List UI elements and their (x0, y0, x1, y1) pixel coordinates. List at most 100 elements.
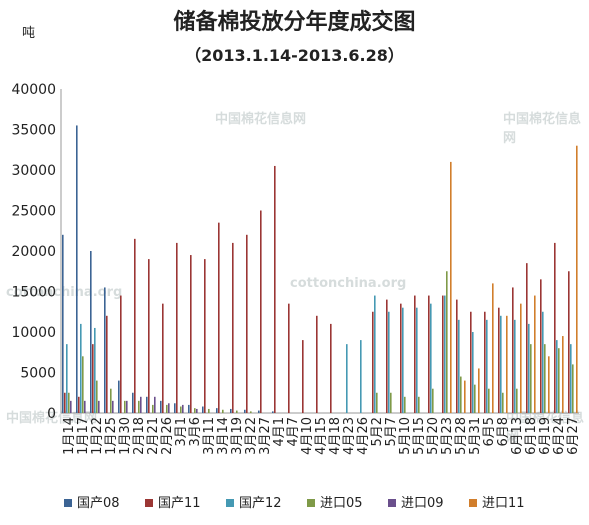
bar-国产11 (330, 323, 332, 413)
bar-国产08 (146, 396, 148, 413)
x-tick-label: 1月14 (62, 417, 77, 455)
bar-国产08 (76, 125, 78, 413)
bar-国产08 (160, 400, 162, 413)
bar-国产11 (386, 299, 388, 413)
legend-swatch (145, 499, 153, 507)
bar-进口05 (432, 388, 434, 413)
bar-国产11 (484, 311, 486, 413)
x-tick-label: 3月14 (216, 417, 231, 455)
bar-进口05 (390, 392, 392, 413)
x-tick-label: 2月21 (146, 417, 161, 455)
bar-国产12 (388, 311, 390, 413)
bar-进口05 (446, 271, 448, 413)
bar-国产08 (174, 403, 176, 413)
bar-进口09 (112, 400, 114, 413)
x-tick-label: 5月23 (440, 417, 455, 455)
bar-国产11 (554, 242, 556, 413)
bar-进口05 (376, 392, 378, 413)
x-tick-label: 3月1 (174, 417, 189, 447)
bar-国产12 (80, 323, 82, 413)
x-tick-label: 4月23 (342, 417, 357, 455)
bar-国产11 (400, 303, 402, 413)
bar-国产12 (528, 323, 530, 413)
bar-进口09 (196, 408, 198, 413)
bar-进口11 (478, 368, 480, 413)
bar-国产08 (104, 287, 106, 413)
bar-进口05 (138, 400, 140, 413)
bar-进口05 (82, 356, 84, 413)
x-tick-label: 1月17 (76, 417, 91, 455)
bar-进口05 (68, 392, 70, 413)
x-tick-label: 1月25 (104, 417, 119, 455)
bar-进口05 (460, 376, 462, 413)
legend-label: 进口09 (401, 496, 444, 511)
bar-进口05 (474, 384, 476, 413)
bar-国产11 (218, 222, 220, 413)
bar-进口09 (98, 400, 100, 413)
x-tick-label: 5月20 (426, 417, 441, 455)
bar-国产12 (374, 295, 376, 413)
bar-进口11 (450, 161, 452, 413)
bar-国产12 (94, 327, 96, 413)
x-tick-label: 5月28 (454, 417, 469, 455)
bar-进口11 (520, 303, 522, 413)
legend-label: 进口11 (482, 496, 525, 511)
bar-进口05 (502, 392, 504, 413)
x-tick-label: 4月1 (272, 417, 287, 447)
x-tick-label: 4月10 (300, 417, 315, 455)
bar-国产11 (120, 295, 122, 413)
bar-国产12 (416, 307, 418, 413)
legend-swatch (64, 499, 72, 507)
bar-进口05 (530, 344, 532, 413)
legend-label: 国产12 (239, 496, 282, 511)
bar-进口05 (544, 344, 546, 413)
bar-国产12 (542, 311, 544, 413)
bar-国产11 (78, 396, 80, 413)
bar-国产11 (176, 242, 178, 413)
bar-进口05 (236, 410, 238, 413)
watermark-text: cottonchina.org (290, 276, 407, 291)
x-tick-label: 1月22 (90, 417, 105, 455)
watermark-text: cottonchina.org (6, 285, 123, 300)
y-tick-label: 10000 (11, 325, 56, 341)
bar-国产11 (498, 307, 500, 413)
bar-进口11 (464, 380, 466, 413)
bar-国产11 (134, 238, 136, 413)
bar-进口05 (404, 396, 406, 413)
x-tick-label: 6月19 (538, 417, 553, 455)
bar-国产11 (540, 279, 542, 413)
watermark-text: 中国棉花信息网 (215, 112, 307, 127)
x-tick-label: 2月26 (160, 417, 175, 455)
bar-进口11 (506, 315, 508, 413)
bar-国产12 (556, 340, 558, 413)
bar-国产12 (346, 344, 348, 413)
bar-国产08 (62, 234, 64, 413)
y-tick-label: 0 (47, 406, 56, 422)
watermark-text: 中国棉花信息网 (503, 112, 582, 146)
bar-进口05 (110, 388, 112, 413)
bar-进口05 (96, 380, 98, 413)
bar-进口05 (222, 409, 224, 413)
bar-国产11 (274, 165, 276, 413)
bar-进口09 (168, 403, 170, 413)
bar-国产11 (568, 271, 570, 413)
bar-国产12 (500, 315, 502, 413)
watermark-text: 中国棉花信息网 (506, 411, 585, 445)
bar-国产11 (106, 315, 108, 413)
bar-进口09 (126, 400, 128, 413)
legend-swatch (469, 499, 477, 507)
x-tick-label: 6月5 (482, 417, 497, 447)
bar-国产12 (430, 303, 432, 413)
bar-国产08 (90, 251, 92, 413)
x-tick-label: 3月11 (202, 417, 217, 455)
legend-swatch (226, 499, 234, 507)
x-tick-label: 4月15 (314, 417, 329, 455)
bar-国产12 (66, 344, 68, 413)
bar-国产11 (64, 392, 66, 413)
bar-国产11 (148, 259, 150, 413)
bar-国产08 (272, 411, 274, 413)
bar-国产08 (230, 408, 232, 413)
y-tick-label: 30000 (11, 163, 56, 179)
bar-进口05 (208, 408, 210, 413)
